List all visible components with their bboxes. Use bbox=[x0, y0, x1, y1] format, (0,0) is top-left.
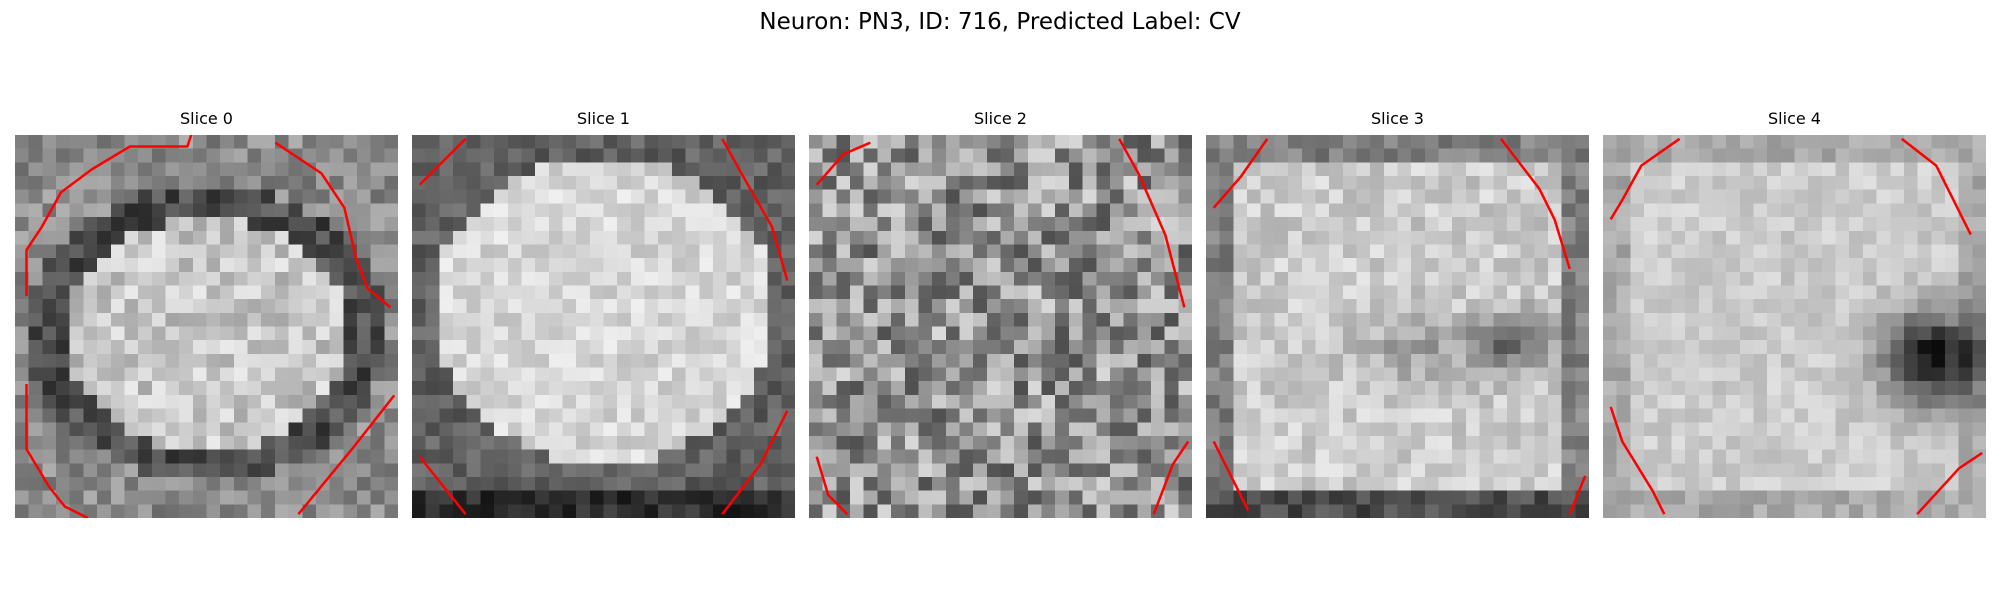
contour-line bbox=[1609, 137, 1681, 220]
contour-line bbox=[815, 141, 871, 186]
pixel-grid bbox=[809, 135, 1192, 518]
slice-image bbox=[1206, 135, 1589, 518]
contour-line bbox=[25, 135, 193, 296]
contour-line bbox=[1152, 440, 1190, 515]
slice-panel-2: Slice 2 bbox=[809, 108, 1192, 518]
contour-line bbox=[297, 394, 396, 515]
contour-line bbox=[418, 455, 467, 515]
slice-title: Slice 2 bbox=[974, 109, 1027, 128]
contour-line bbox=[418, 137, 467, 186]
contour-line bbox=[1212, 138, 1269, 209]
slice-panel-0: Slice 0 bbox=[15, 108, 398, 518]
contour-line bbox=[1916, 451, 1983, 516]
contour-line bbox=[25, 384, 89, 518]
contour-line bbox=[274, 141, 392, 309]
pixel-grid bbox=[1206, 135, 1589, 518]
slice-title: Slice 3 bbox=[1371, 109, 1424, 128]
slice-title: Slice 0 bbox=[180, 109, 233, 128]
contour-line bbox=[1118, 138, 1186, 308]
slice-image bbox=[412, 135, 795, 518]
slice-panel-4: Slice 4 bbox=[1603, 108, 1986, 518]
pixel-grid bbox=[1603, 135, 1986, 518]
contour-line bbox=[815, 456, 849, 516]
pixel-grid bbox=[412, 135, 795, 518]
slice-image bbox=[1603, 135, 1986, 518]
contour-line bbox=[1499, 138, 1571, 270]
contour-line bbox=[1568, 475, 1587, 515]
slice-title: Slice 1 bbox=[577, 109, 630, 128]
slice-panel-1: Slice 1 bbox=[412, 108, 795, 518]
contour-line bbox=[1212, 440, 1250, 511]
contour-line bbox=[721, 410, 789, 515]
pixel-grid bbox=[15, 135, 398, 518]
figure-title: Neuron: PN3, ID: 716, Predicted Label: C… bbox=[759, 9, 1241, 35]
contour-line bbox=[1900, 137, 1972, 236]
slice-panel-3: Slice 3 bbox=[1206, 108, 1589, 518]
slice-image bbox=[809, 135, 1192, 518]
contour-line bbox=[1609, 406, 1666, 515]
slice-title: Slice 4 bbox=[1768, 109, 1821, 128]
slice-image bbox=[15, 135, 398, 518]
contour-line bbox=[721, 138, 789, 281]
